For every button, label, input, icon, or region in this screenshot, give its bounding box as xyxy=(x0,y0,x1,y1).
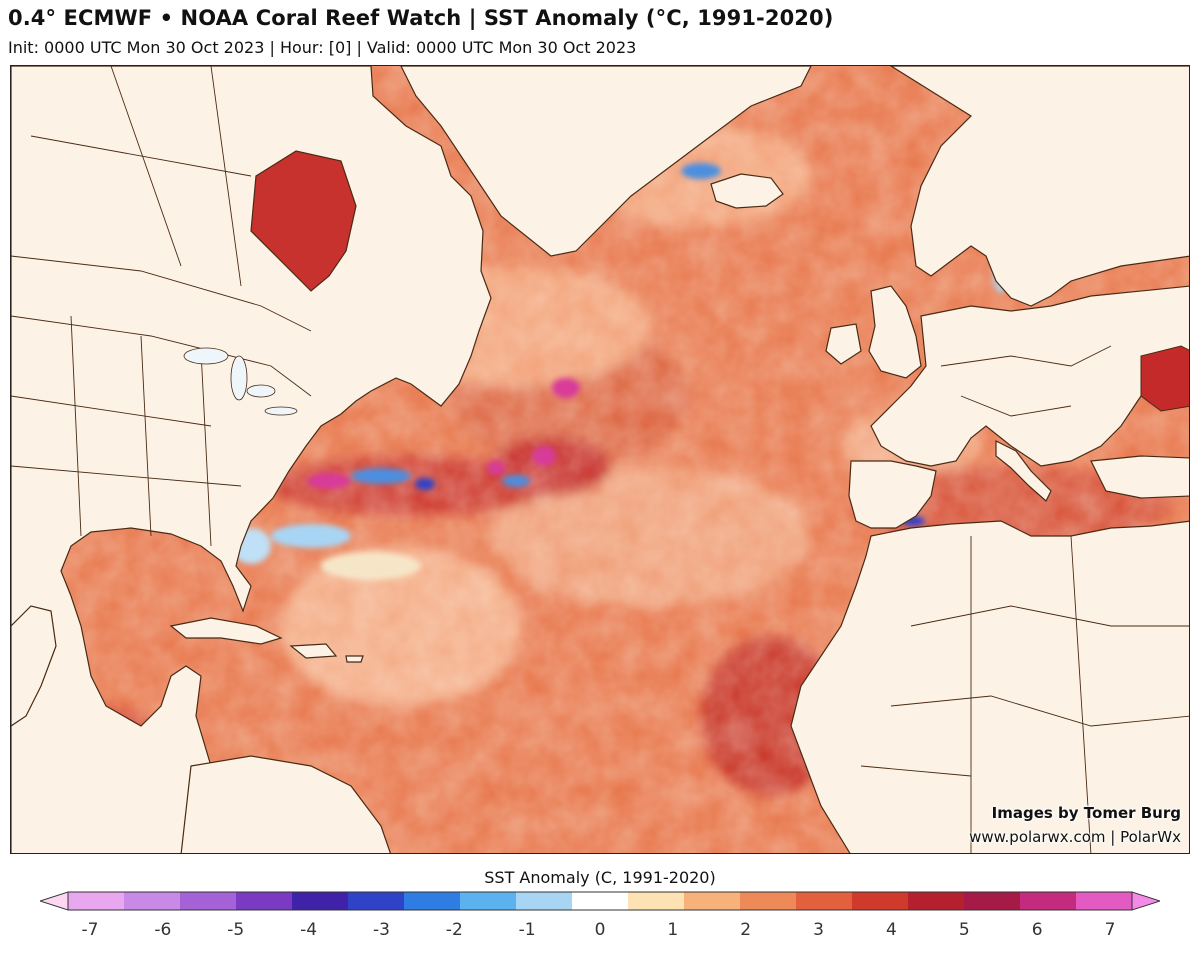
south-america xyxy=(180,755,391,853)
colorbar-segment xyxy=(1076,892,1133,910)
map-subtitle: Init: 0000 UTC Mon 30 Oct 2023 | Hour: [… xyxy=(8,38,637,57)
colorbar xyxy=(40,891,1160,911)
great-britain xyxy=(868,285,922,379)
colorbar-segment xyxy=(908,892,965,910)
land-masses xyxy=(11,66,1189,853)
colorbar-frame xyxy=(67,891,1133,911)
colorbar-tick-label: -4 xyxy=(300,920,318,940)
colorbar-title: SST Anomaly (C, 1991-2020) xyxy=(484,868,716,887)
colorbar-tick-label: 4 xyxy=(886,920,897,940)
colorbar-segment xyxy=(236,892,293,910)
colorbar-segment xyxy=(516,892,573,910)
colorbar-over-arrow xyxy=(1131,891,1160,911)
colorbar-tick-label: -1 xyxy=(518,920,536,940)
colorbar-segment xyxy=(348,892,405,910)
colorbar-segment xyxy=(68,892,125,910)
colorbar-tick-label: -6 xyxy=(154,920,172,940)
colorbar-ticks: -7 -6 -5 -4 -3 -2 -1 0 1 2 3 4 5 6 7 xyxy=(0,920,1200,946)
colorbar-tick-label: 1 xyxy=(667,920,679,940)
colorbar-segment xyxy=(1020,892,1077,910)
admin-borders xyxy=(11,66,1189,853)
italy xyxy=(995,440,1052,502)
colorbar-segment xyxy=(572,892,629,910)
colorbar-tick-label: 3 xyxy=(813,920,824,940)
black-sea xyxy=(1140,345,1189,412)
colorbar-tick-label: -3 xyxy=(372,920,390,940)
colorbar-segment xyxy=(964,892,1021,910)
colorbar-under-arrow xyxy=(40,891,69,911)
colorbar-segment xyxy=(684,892,741,910)
ireland xyxy=(825,323,862,365)
colorbar-tick-label: 0 xyxy=(594,920,606,940)
scandinavia xyxy=(889,66,1189,307)
turkey xyxy=(1090,455,1189,499)
colorbar-segment xyxy=(628,892,685,910)
colorbar-segment xyxy=(740,892,797,910)
iceland xyxy=(710,173,784,209)
colorbar-segment xyxy=(292,892,349,910)
map-canvas xyxy=(11,66,1189,853)
iberia xyxy=(848,460,937,529)
credit-author: Images by Tomer Burg xyxy=(991,804,1181,822)
credit-website: www.polarwx.com | PolarWx xyxy=(969,828,1181,846)
cuba xyxy=(169,617,283,645)
central-america xyxy=(11,605,57,727)
north-america xyxy=(11,66,492,853)
colorbar-segment xyxy=(852,892,909,910)
great-lakes xyxy=(183,347,298,416)
map-title: 0.4° ECMWF • NOAA Coral Reef Watch | SST… xyxy=(8,6,834,30)
sst-anomaly-map: Images by Tomer Burg www.polarwx.com | P… xyxy=(10,65,1190,854)
hudson-bay xyxy=(250,150,357,292)
europe xyxy=(870,285,1189,467)
colorbar-segment xyxy=(124,892,181,910)
puerto-rico xyxy=(345,655,364,663)
hispaniola xyxy=(289,643,338,659)
colorbar-tick-label: 5 xyxy=(958,920,970,940)
colorbar-tick-label: -2 xyxy=(445,920,463,940)
colorbar-tick-label: -5 xyxy=(227,920,245,940)
colorbar-tick-label: 2 xyxy=(740,920,752,940)
colorbar-tick-label: 6 xyxy=(1031,920,1043,940)
colorbar-tick-label: -7 xyxy=(81,920,99,940)
colorbar-segment xyxy=(460,892,517,910)
africa xyxy=(790,520,1189,853)
greenland xyxy=(400,66,812,257)
colorbar-segment xyxy=(796,892,853,910)
colorbar-segment xyxy=(180,892,237,910)
colorbar-tick-label: 7 xyxy=(1104,920,1116,940)
colorbar-segment xyxy=(404,892,461,910)
